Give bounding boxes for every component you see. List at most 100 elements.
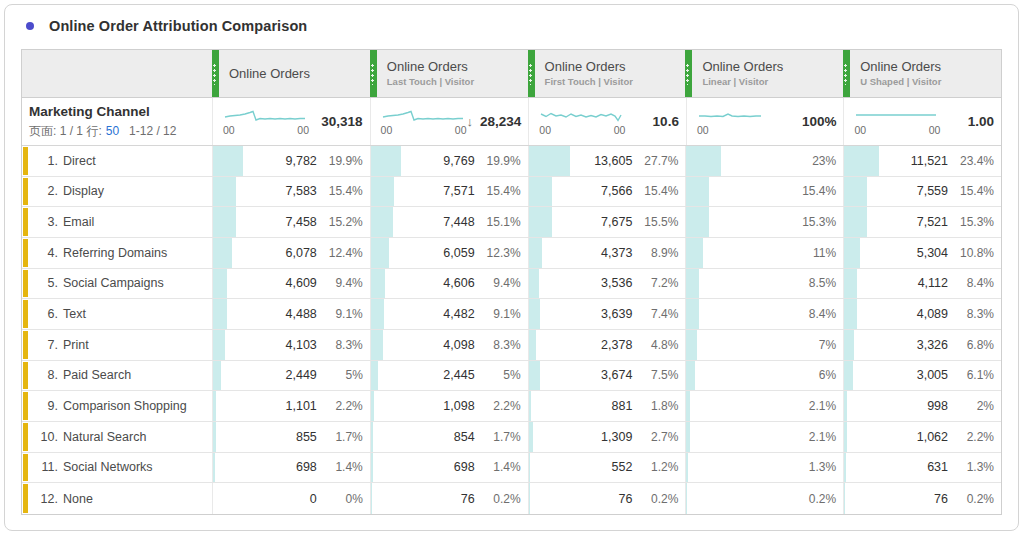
- row-dimension-cell[interactable]: 8.Paid Search: [22, 361, 212, 391]
- percentage-bar: [371, 422, 374, 452]
- cell-value: 7,559: [917, 184, 948, 198]
- percentage-bar: [529, 453, 531, 483]
- row-dimension-cell[interactable]: 9.Comparison Shopping: [22, 391, 212, 421]
- column-drag-handle-icon[interactable]: [843, 50, 850, 97]
- header-dimension-cell: [22, 50, 212, 97]
- column-drag-handle-icon[interactable]: [212, 50, 219, 97]
- panel-bullet-icon: [26, 22, 34, 30]
- sparkline: 0000: [381, 107, 467, 136]
- cell-percent: 23.4%: [948, 154, 994, 168]
- cell-percent: 1.3%: [948, 460, 994, 474]
- cell-percent: 1.7%: [317, 430, 363, 444]
- table-row[interactable]: 1.Direct9,78219.9%9,76919.9%13,60527.7%2…: [22, 146, 1001, 177]
- pagination-range: 1-12 / 12: [129, 124, 176, 138]
- table-row[interactable]: 7.Print4,1038.3%4,0988.3%2,3784.8%7%3,32…: [22, 330, 1001, 361]
- cell-percent: 6.8%: [948, 338, 994, 352]
- rows-per-page-dropdown[interactable]: 50: [106, 124, 119, 138]
- cell-percent: 0.2%: [790, 492, 836, 506]
- row-dimension-cell[interactable]: 6.Text: [22, 299, 212, 329]
- percentage-bar: [371, 207, 394, 237]
- column-drag-handle-icon[interactable]: [528, 50, 535, 97]
- column-drag-handle-icon[interactable]: [370, 50, 377, 97]
- table-row[interactable]: 12.None00%760.2%760.2%0.2%760.2%: [22, 483, 1001, 514]
- sparkline-left-label: 00: [539, 124, 551, 136]
- percentage-bar: [686, 453, 688, 483]
- row-dimension-cell[interactable]: 1.Direct: [22, 146, 212, 176]
- metric-cell: 2.1%: [685, 422, 843, 452]
- column-header-2[interactable]: Online OrdersLast Touch | Visitor: [370, 50, 528, 97]
- row-dimension-cell[interactable]: 11.Social Networks: [22, 453, 212, 483]
- percentage-bar: [686, 422, 689, 452]
- column-header-5[interactable]: Online OrdersU Shaped | Visitor: [843, 50, 1001, 97]
- percentage-bar: [529, 269, 540, 299]
- cell-percent: 6.1%: [948, 368, 994, 382]
- cell-value: 5,304: [917, 246, 948, 260]
- cell-percent: 8.4%: [790, 307, 836, 321]
- percentage-bar: [371, 269, 385, 299]
- column-header-1[interactable]: Online Orders: [212, 50, 370, 97]
- row-dimension-cell[interactable]: 5.Social Campaigns: [22, 269, 212, 299]
- column-subtitle: First Touch | Visitor: [545, 76, 686, 88]
- metric-cell: 3,6397.4%: [528, 299, 686, 329]
- cell-value: 3,536: [601, 276, 632, 290]
- table-row[interactable]: 9.Comparison Shopping1,1012.2%1,0982.2%8…: [22, 391, 1001, 422]
- metric-cell: 6981.4%: [212, 453, 370, 483]
- metric-cell: 9982%: [843, 391, 1001, 421]
- percentage-bar: [213, 269, 227, 299]
- row-name: Referring Domains: [63, 246, 167, 260]
- column-drag-handle-icon[interactable]: [685, 50, 692, 97]
- percentage-bar: [371, 177, 394, 207]
- percentage-bar: [686, 177, 709, 207]
- table-row[interactable]: 5.Social Campaigns4,6099.4%4,6069.4%3,53…: [22, 269, 1001, 300]
- column-header-3[interactable]: Online OrdersFirst Touch | Visitor: [528, 50, 686, 97]
- column-subtitle: Linear | Visitor: [702, 76, 843, 88]
- row-selection-marker: [23, 208, 28, 236]
- metric-cell: 4,4889.1%: [212, 299, 370, 329]
- metric-cell: 7,67515.5%: [528, 207, 686, 237]
- percentage-bar: [529, 207, 552, 237]
- column-total: 30,318: [321, 114, 362, 129]
- sparkline-left-label: 00: [697, 124, 709, 136]
- column-total-wrap: ↓28,234: [467, 114, 522, 129]
- row-name: Social Networks: [63, 460, 153, 474]
- row-dimension-cell[interactable]: 10.Natural Search: [22, 422, 212, 452]
- table-row[interactable]: 10.Natural Search8551.7%8541.7%1,3092.7%…: [22, 422, 1001, 453]
- table-row[interactable]: 6.Text4,4889.1%4,4829.1%3,6397.4%8.4%4,0…: [22, 299, 1001, 330]
- percentage-bar: [529, 330, 536, 360]
- cell-value: 4,482: [443, 307, 474, 321]
- row-dimension-cell[interactable]: 2.Display: [22, 177, 212, 207]
- row-name: Paid Search: [63, 368, 131, 382]
- row-name: Direct: [63, 154, 96, 168]
- cell-percent: 2.7%: [632, 430, 678, 444]
- percentage-bar: [529, 146, 571, 176]
- metric-cell: 7,45815.2%: [212, 207, 370, 237]
- column-header-4[interactable]: Online OrdersLinear | Visitor: [685, 50, 843, 97]
- cell-percent: 12.4%: [317, 246, 363, 260]
- column-total: 100%: [802, 114, 837, 129]
- column-title: Online Orders: [387, 59, 528, 74]
- row-dimension-cell[interactable]: 7.Print: [22, 330, 212, 360]
- metric-cell: 760.2%: [528, 483, 686, 514]
- cell-percent: 12.3%: [475, 246, 521, 260]
- cell-value: 552: [612, 460, 633, 474]
- row-dimension-cell[interactable]: 12.None: [22, 483, 212, 514]
- row-dimension-cell[interactable]: 3.Email: [22, 207, 212, 237]
- table-row[interactable]: 2.Display7,58315.4%7,57115.4%7,56615.4%1…: [22, 177, 1001, 208]
- table-row[interactable]: 11.Social Networks6981.4%6981.4%5521.2%1…: [22, 453, 1001, 484]
- table-row[interactable]: 3.Email7,45815.2%7,44815.1%7,67515.5%15.…: [22, 207, 1001, 238]
- metric-cell: 3,3266.8%: [843, 330, 1001, 360]
- percentage-bar: [529, 177, 552, 207]
- column-total-wrap: 1.00: [940, 114, 994, 129]
- metric-cell: 1,0982.2%: [370, 391, 528, 421]
- cell-value: 7,458: [286, 215, 317, 229]
- cell-value: 4,609: [286, 276, 317, 290]
- metric-cell: 4,3738.9%: [528, 238, 686, 268]
- metric-cell: 1,3092.7%: [528, 422, 686, 452]
- table-row[interactable]: 4.Referring Domains6,07812.4%6,05912.3%4…: [22, 238, 1001, 269]
- cell-value: 1,309: [601, 430, 632, 444]
- metric-cell: 15.4%: [685, 177, 843, 207]
- metric-cell: 2,3784.8%: [528, 330, 686, 360]
- cell-percent: 15.4%: [948, 184, 994, 198]
- row-dimension-cell[interactable]: 4.Referring Domains: [22, 238, 212, 268]
- table-row[interactable]: 8.Paid Search2,4495%2,4455%3,6747.5%6%3,…: [22, 361, 1001, 392]
